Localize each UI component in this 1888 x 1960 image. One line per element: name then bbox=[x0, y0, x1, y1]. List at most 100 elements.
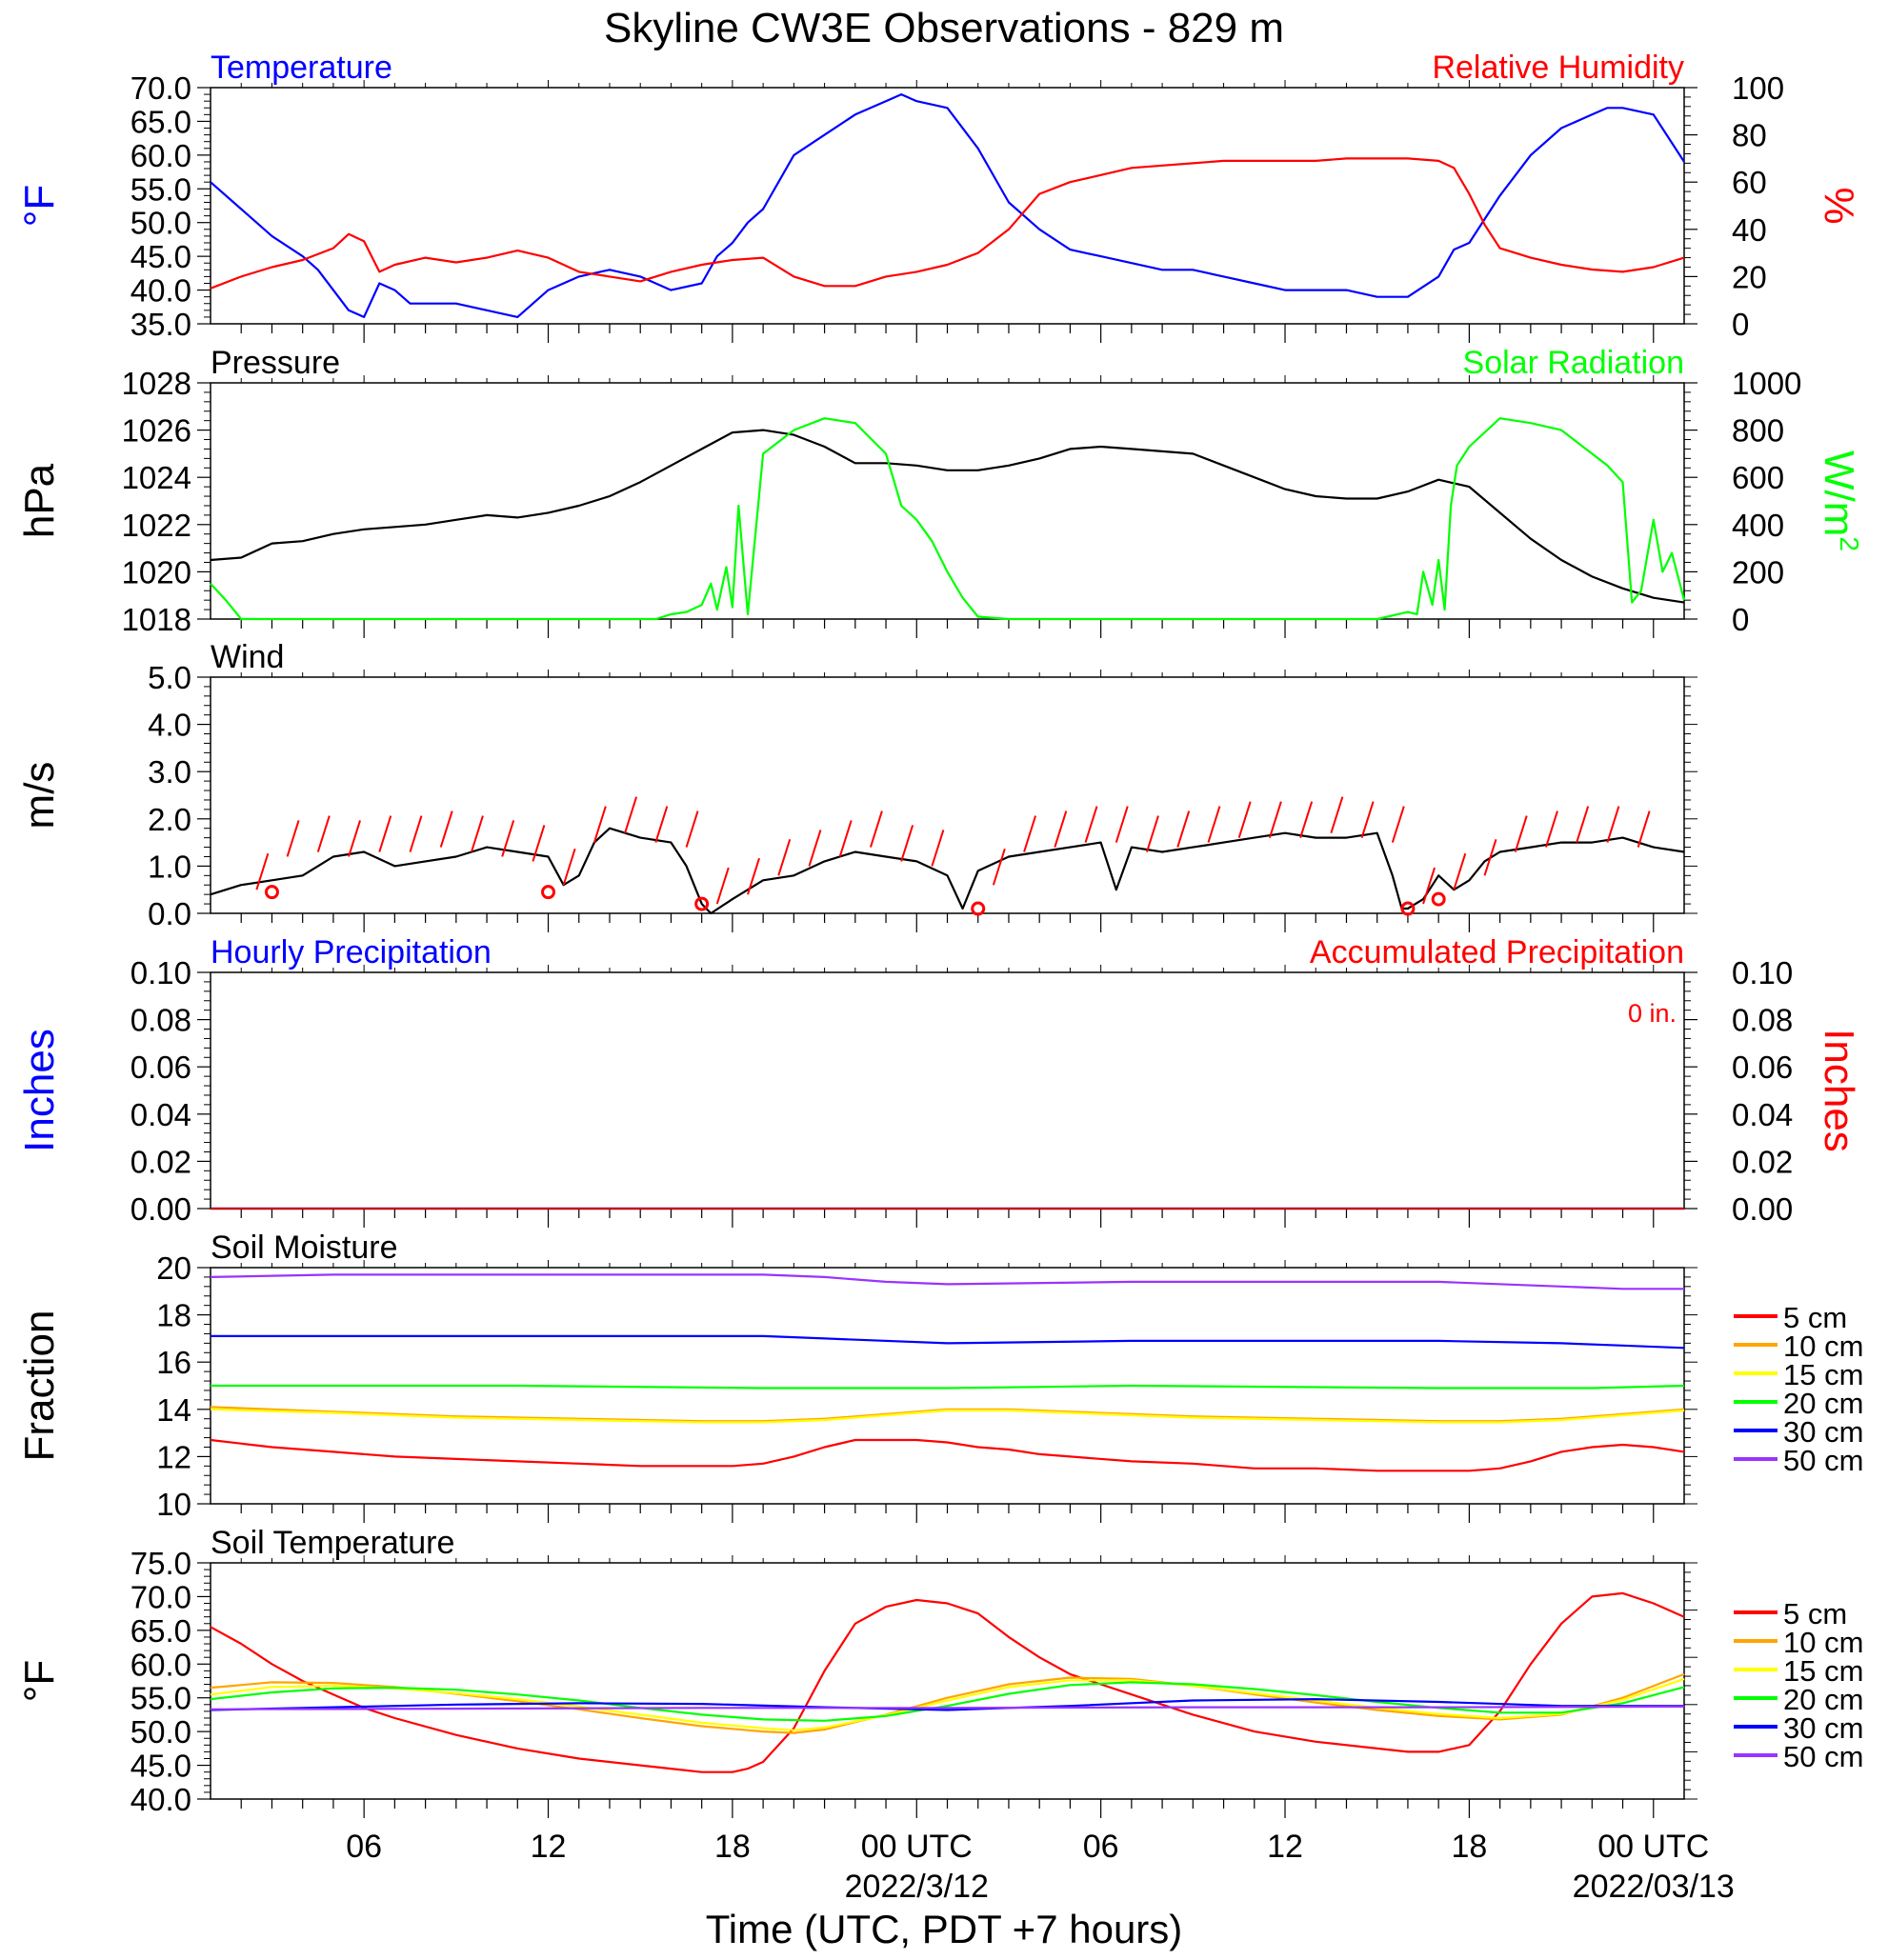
panel-temp_rh: 35.040.045.050.055.060.065.070.0 0 20 40 60 8… bbox=[16, 50, 1862, 343]
wind-barb bbox=[1453, 852, 1467, 890]
wind-barb bbox=[378, 815, 392, 852]
y-tick-label-right: 60 bbox=[1732, 165, 1767, 200]
calm-marker bbox=[541, 885, 556, 900]
wind-barb bbox=[624, 796, 638, 833]
y-tick-label: 1.0 bbox=[148, 849, 191, 884]
y-tick-label: 45.0 bbox=[131, 239, 191, 274]
wind-barb bbox=[1391, 806, 1405, 843]
plot-frame bbox=[210, 382, 1685, 620]
panel-soil_temp: 40.045.050.055.060.065.070.075.0 Soil Tem… bbox=[16, 1525, 1863, 1818]
y-tick-label: 20 bbox=[156, 1250, 191, 1286]
y-tick-label: 50.0 bbox=[131, 206, 191, 241]
y-tick-label: 55.0 bbox=[131, 171, 191, 207]
wind-barb bbox=[255, 852, 270, 890]
wind-barb bbox=[1207, 806, 1221, 843]
y-tick-label: 70.0 bbox=[131, 1579, 191, 1614]
y-tick-label: 65.0 bbox=[131, 104, 191, 139]
wind-barb bbox=[1422, 867, 1436, 905]
y-tick-label-right: 800 bbox=[1732, 413, 1784, 449]
wind-barb bbox=[931, 830, 945, 867]
wind-barb bbox=[1576, 806, 1590, 843]
panels: 35.040.045.050.055.060.065.070.002040608… bbox=[16, 50, 1864, 1818]
time-axis-label: Time (UTC, PDT +7 hours) bbox=[706, 1907, 1183, 1951]
x-tick-date-label: 2022/03/13 bbox=[1573, 1869, 1735, 1905]
y-axis-label: m/s bbox=[16, 762, 63, 830]
legend-label: 15 cm bbox=[1783, 1358, 1863, 1391]
y-tick-label: 1022 bbox=[122, 508, 191, 543]
wind-barb bbox=[532, 825, 546, 862]
y-tick-label-right: 80 bbox=[1732, 118, 1767, 153]
y-tick-label-right: 0.02 bbox=[1732, 1144, 1793, 1179]
wind-barb bbox=[1514, 815, 1528, 852]
series-15-cm bbox=[210, 1408, 1685, 1424]
plot-frame bbox=[210, 971, 1685, 1210]
x-tick-label: 18 bbox=[1451, 1829, 1487, 1865]
x-tick-label: 18 bbox=[714, 1829, 751, 1865]
panel-precip: 0.00 0.02 0.04 0.06 0.08 0.10 0.00 0.02 0.04 0.06… bbox=[16, 934, 1862, 1228]
y-tick-label-right: 600 bbox=[1732, 460, 1784, 495]
y-axis-label-right: W/m2 bbox=[1816, 450, 1864, 551]
series-10-cm bbox=[210, 1406, 1685, 1423]
y-axis-label: Inches bbox=[16, 1029, 63, 1152]
calm-marker bbox=[971, 901, 986, 916]
y-tick-label-right: 100 bbox=[1732, 70, 1784, 106]
y-axis-label: hPa bbox=[16, 463, 63, 538]
plot-frame bbox=[210, 87, 1685, 325]
wind-barb bbox=[1054, 810, 1068, 848]
panel-annotation: 0 in. bbox=[1628, 999, 1677, 1028]
wind-barb bbox=[1176, 810, 1191, 848]
y-tick-label-right: 0.08 bbox=[1732, 1003, 1793, 1038]
wind-barb bbox=[654, 806, 669, 843]
panel-title: Wind bbox=[211, 639, 284, 675]
y-tick-label-right: 1000 bbox=[1732, 366, 1801, 401]
series-50-cm bbox=[210, 1705, 1685, 1710]
panel-title-right: Accumulated Precipitation bbox=[1310, 934, 1684, 970]
wind-barb bbox=[1023, 815, 1037, 852]
y-tick-label: 1028 bbox=[122, 366, 191, 401]
panel-title-right: Relative Humidity bbox=[1432, 50, 1684, 86]
y-tick-label: 40.0 bbox=[131, 1782, 191, 1817]
wind-barb bbox=[1360, 801, 1375, 838]
y-tick-label: 0.10 bbox=[131, 955, 191, 990]
series-5-cm bbox=[210, 1438, 1685, 1472]
y-tick-label: 0.04 bbox=[131, 1097, 191, 1132]
legend-label: 50 cm bbox=[1783, 1444, 1863, 1477]
y-tick-label: 75.0 bbox=[131, 1546, 191, 1581]
legend-label: 10 cm bbox=[1783, 1330, 1863, 1363]
x-tick-label: 06 bbox=[346, 1829, 382, 1865]
calm-marker bbox=[1400, 901, 1416, 916]
wind-barb bbox=[869, 810, 883, 848]
y-tick-label: 4.0 bbox=[148, 708, 191, 743]
y-tick-label: 10 bbox=[156, 1487, 191, 1522]
y-axis-label-right: Inches bbox=[1816, 1029, 1862, 1152]
x-tick-label: 12 bbox=[1267, 1829, 1303, 1865]
wind-barb bbox=[808, 830, 822, 867]
wind-barb bbox=[838, 820, 853, 857]
plot-frame bbox=[210, 1562, 1685, 1800]
legend-label: 20 cm bbox=[1783, 1683, 1863, 1716]
y-tick-label-right: 400 bbox=[1732, 508, 1784, 543]
series-50-cm bbox=[210, 1273, 1684, 1290]
y-tick-label: 16 bbox=[156, 1345, 191, 1380]
y-tick-label: 5.0 bbox=[148, 660, 191, 695]
y-tick-label-right: 0 bbox=[1732, 602, 1749, 637]
series-30-cm bbox=[210, 1698, 1684, 1711]
y-axis-label-right: % bbox=[1816, 187, 1862, 224]
panel-title: Soil Moisture bbox=[211, 1230, 398, 1266]
y-tick-label: 45.0 bbox=[131, 1749, 191, 1784]
series-5-cm bbox=[210, 1591, 1685, 1773]
y-tick-label: 70.0 bbox=[131, 70, 191, 106]
y-tick-label: 0.08 bbox=[131, 1003, 191, 1038]
wind-barb bbox=[777, 839, 792, 876]
wind-barb bbox=[992, 848, 1006, 886]
wind-barb bbox=[1146, 815, 1159, 852]
y-tick-label: 55.0 bbox=[131, 1681, 191, 1716]
y-tick-label: 0.00 bbox=[131, 1191, 191, 1227]
wind-barb bbox=[593, 806, 607, 843]
x-tick-label: 06 bbox=[1083, 1829, 1119, 1865]
legend-label: 15 cm bbox=[1783, 1654, 1863, 1688]
legend-label: 5 cm bbox=[1783, 1301, 1847, 1334]
y-tick-label: 0.02 bbox=[131, 1144, 191, 1179]
wind-barb bbox=[900, 825, 914, 862]
panel-pressure_solar: 1018 1020 1022 1024 1026 1028 0 200 400 600 800 100… bbox=[16, 345, 1864, 638]
